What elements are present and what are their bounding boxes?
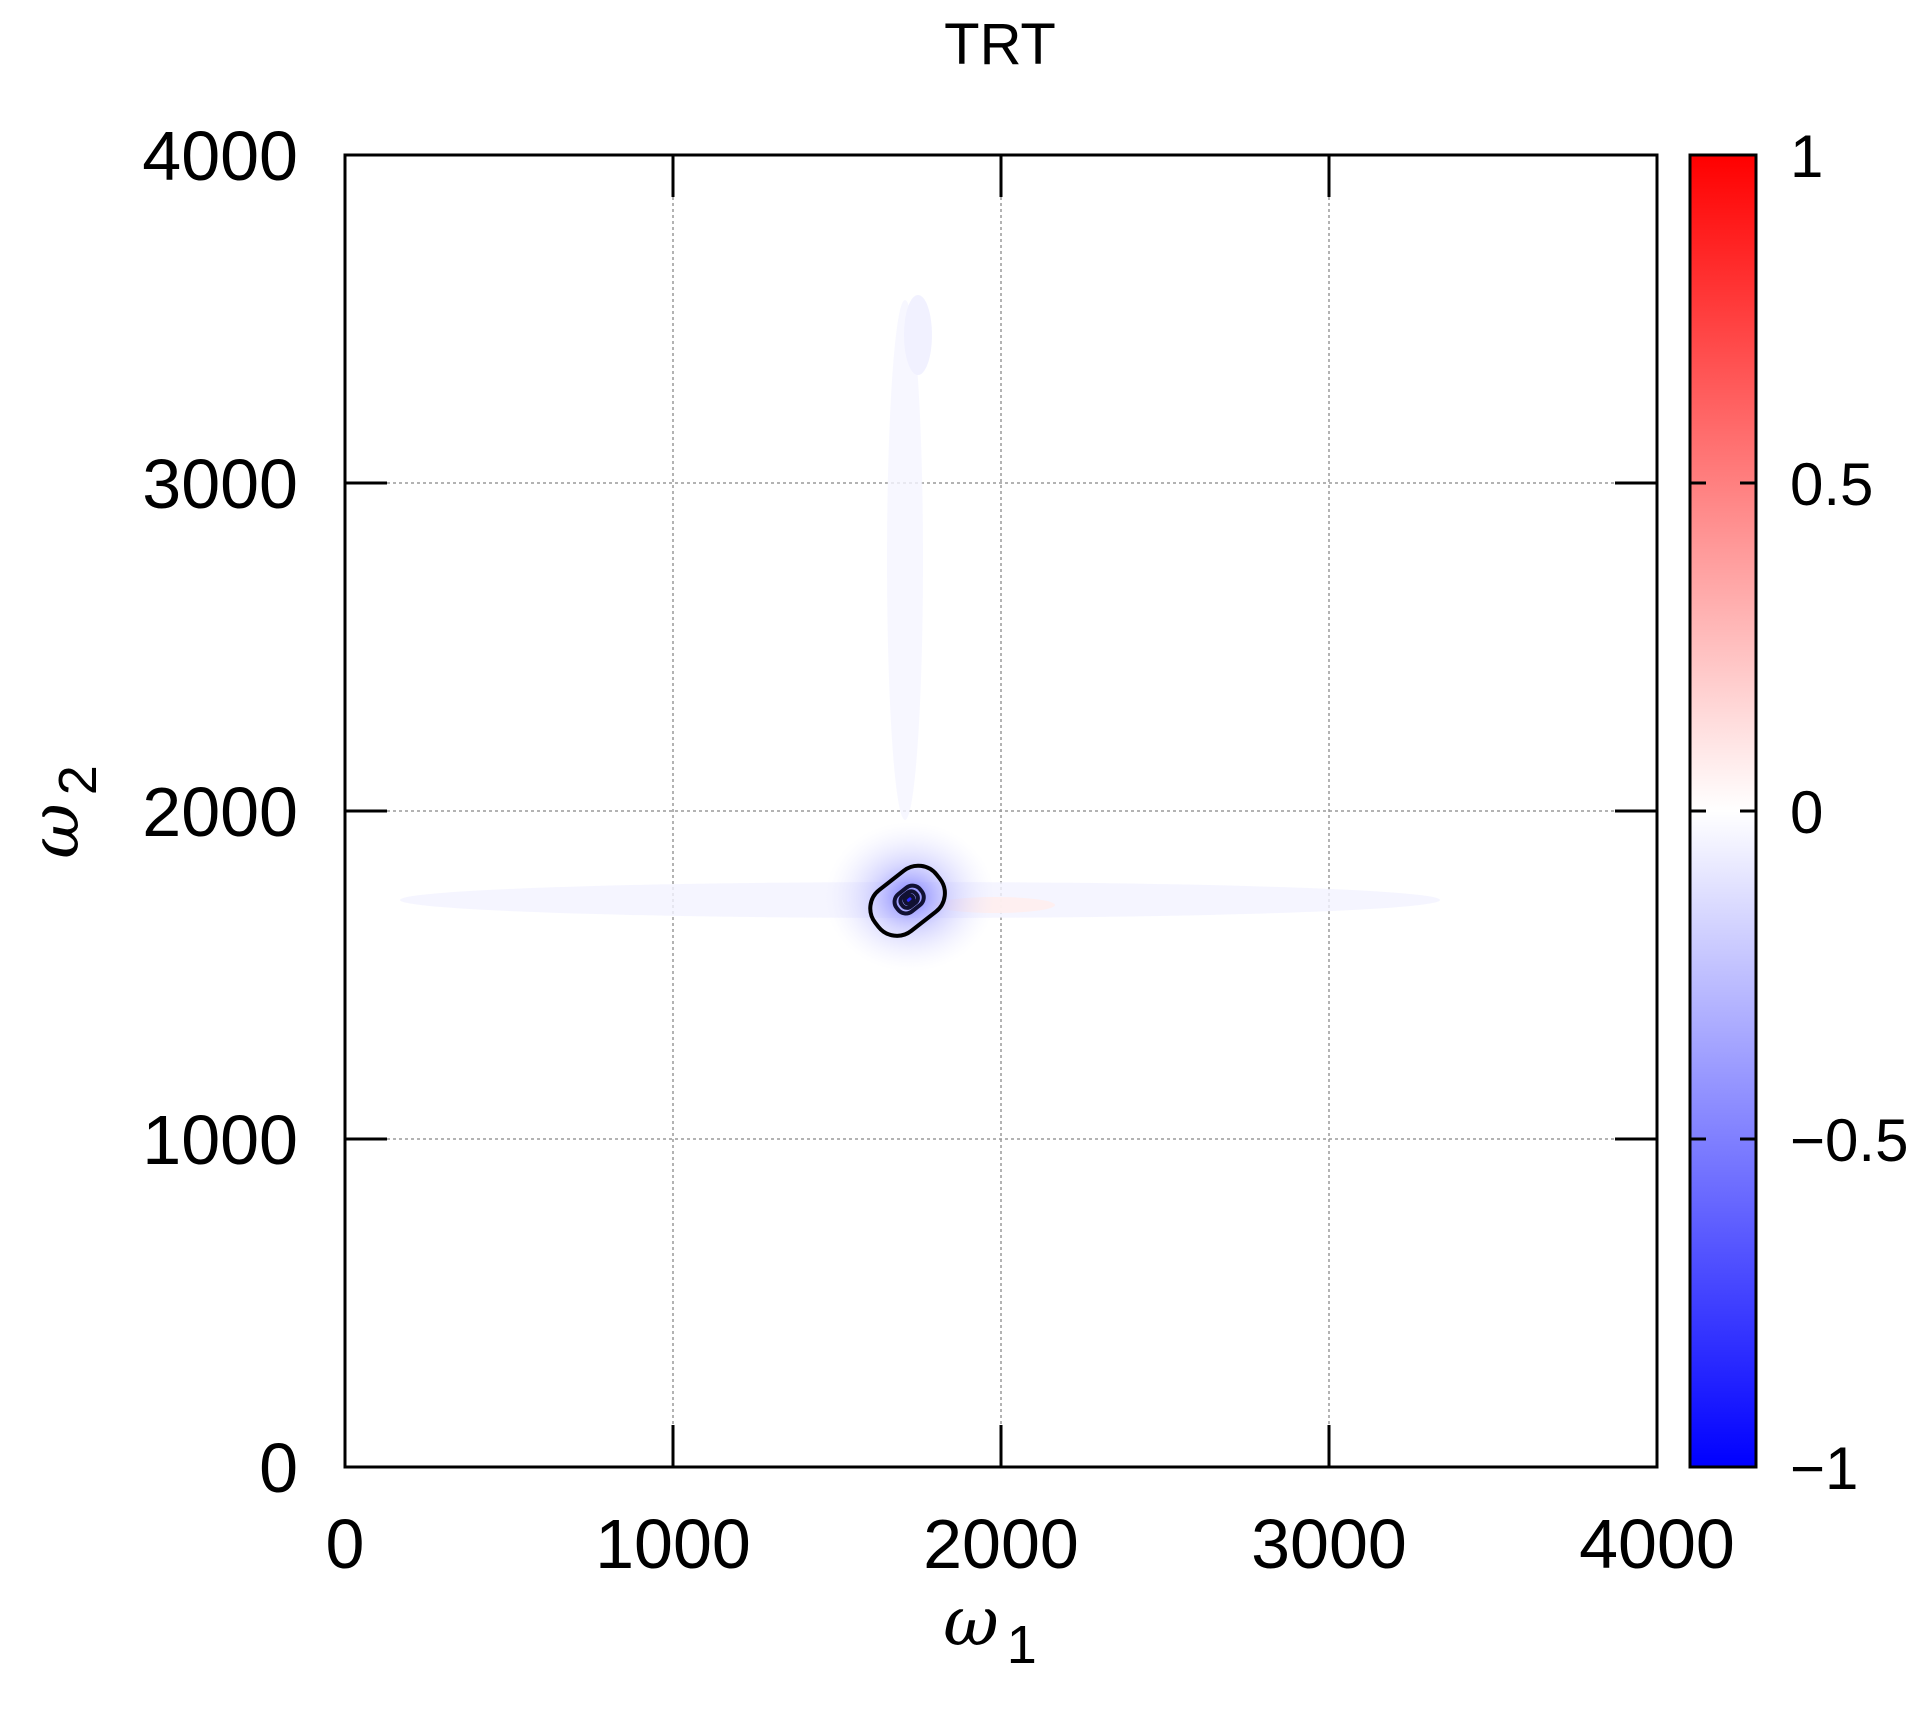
colorbar-tick-label: 0.5 [1790, 451, 1873, 518]
x-tick-label: 4000 [1579, 1505, 1735, 1583]
colorbar-tick-label: 1 [1790, 123, 1823, 190]
colorbar-tick-labels: 1 0.5 0 −0.5 −1 [1790, 123, 1908, 1502]
colorbar-ticks [1690, 153, 1756, 1469]
heatmap-field [400, 295, 1440, 972]
colorbar-tick-label: 0 [1790, 779, 1823, 846]
colorbar-tick-label: −1 [1790, 1435, 1858, 1502]
contour-line [868, 863, 947, 938]
x-axis-tick-labels: 0 1000 2000 3000 4000 [326, 1505, 1735, 1583]
y-axis-tick-labels: 0 1000 2000 3000 4000 [142, 117, 298, 1507]
heatmap-vertical-streak [887, 300, 923, 820]
chart-title: TRT [944, 12, 1056, 77]
contours [868, 863, 947, 938]
x-tick-label: 1000 [595, 1505, 751, 1583]
contour-line [902, 893, 916, 906]
y-tick-label: 1000 [142, 1101, 298, 1179]
x-tick-label: 2000 [923, 1505, 1079, 1583]
y-tick-label: 0 [259, 1429, 298, 1507]
x-tick-label: 0 [326, 1505, 365, 1583]
y-tick-label: 4000 [142, 117, 298, 195]
y-tick-label: 3000 [142, 445, 298, 523]
contour-line [898, 889, 920, 910]
heatmap-upper-spot [904, 295, 932, 375]
y-axis-label: ω2 [16, 765, 108, 859]
colorbar-tick-label: −0.5 [1790, 1107, 1908, 1174]
x-tick-label: 3000 [1251, 1505, 1407, 1583]
plot-frame [343, 153, 1659, 1469]
y-tick-label: 2000 [142, 773, 298, 851]
contour-line [892, 883, 926, 916]
